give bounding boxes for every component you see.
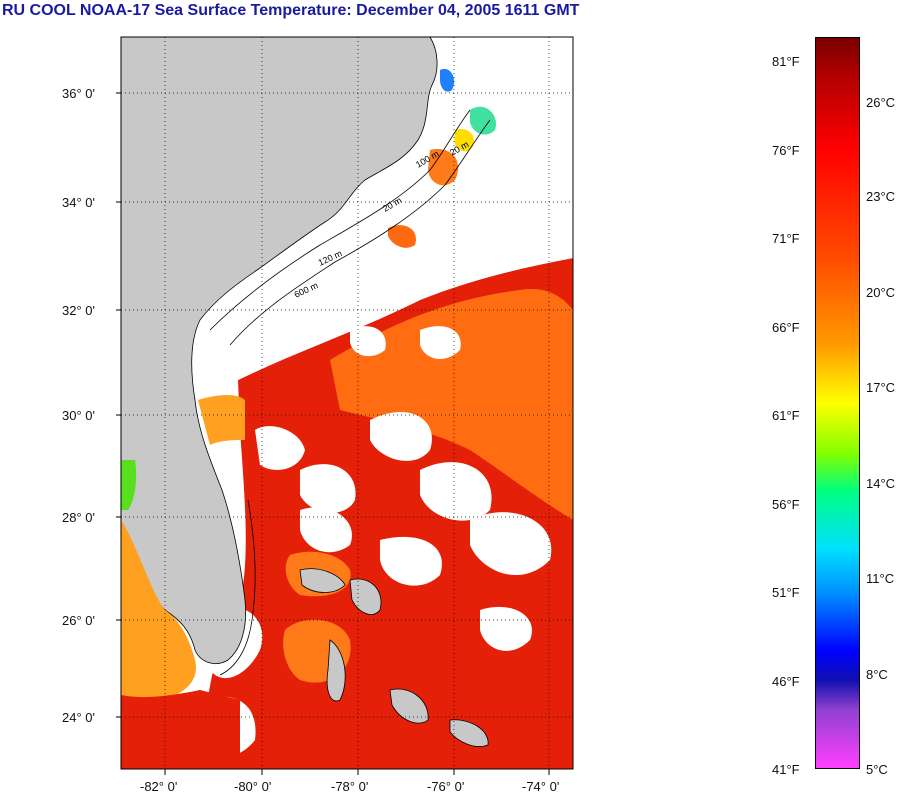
- lat-label: 32° 0': [62, 303, 95, 318]
- sst-gulf-green: [121, 460, 137, 510]
- chart-title: RU COOL NOAA-17 Sea Surface Temperature:…: [2, 2, 580, 19]
- lon-label: -74° 0': [522, 779, 560, 794]
- colorbar-label-f: 41°F: [772, 762, 800, 777]
- frame-ticks: [116, 92, 550, 775]
- temperature-colorbar: [815, 37, 860, 769]
- bahamas-islands: [299, 568, 489, 747]
- colorbar-label-f: 76°F: [772, 143, 800, 158]
- sst-keys-water: [121, 690, 240, 769]
- colorbar-label-f: 46°F: [772, 674, 800, 689]
- colorbar-label-f: 81°F: [772, 54, 800, 69]
- lat-label: 30° 0': [62, 408, 95, 423]
- lat-label: 24° 0': [62, 710, 95, 725]
- lon-label: -78° 0': [331, 779, 369, 794]
- lat-label: 34° 0': [62, 195, 95, 210]
- colorbar-label-f: 51°F: [772, 585, 800, 600]
- colorbar-label-c: 14°C: [866, 476, 896, 491]
- lon-label: -76° 0': [427, 779, 465, 794]
- colorbar-label-f: 66°F: [772, 320, 800, 335]
- sst-florida-coastal: [198, 395, 245, 445]
- colorbar-label-c: 17°C: [866, 380, 896, 395]
- lon-label: -80° 0': [234, 779, 272, 794]
- colorbar-label-f: 61°F: [772, 408, 800, 423]
- sst-gulf-coastal: [121, 520, 196, 703]
- colorbar-label-c: 5°C: [866, 762, 888, 777]
- colorbar-label-c: 11°C: [866, 571, 895, 586]
- lon-label: -82° 0': [140, 779, 178, 794]
- lat-label: 26° 0': [62, 613, 95, 628]
- colorbar-label-f: 56°F: [772, 497, 800, 512]
- sst-mid-water: [330, 289, 573, 520]
- land-mainland: [120, 36, 438, 664]
- colorbar-label-c: 26°C: [866, 95, 896, 110]
- lat-label: 28° 0': [62, 510, 95, 525]
- lat-label: 36° 0': [62, 86, 95, 101]
- colorbar-label-c: 20°C: [866, 285, 896, 300]
- colorbar-label-f: 71°F: [772, 231, 800, 246]
- colorbar-label-c: 8°C: [866, 667, 888, 682]
- hatteras-sst: [388, 68, 496, 248]
- isobath-contours: [209, 109, 491, 676]
- colorbar-label-c: 23°C: [866, 189, 896, 204]
- graticule: [121, 37, 573, 769]
